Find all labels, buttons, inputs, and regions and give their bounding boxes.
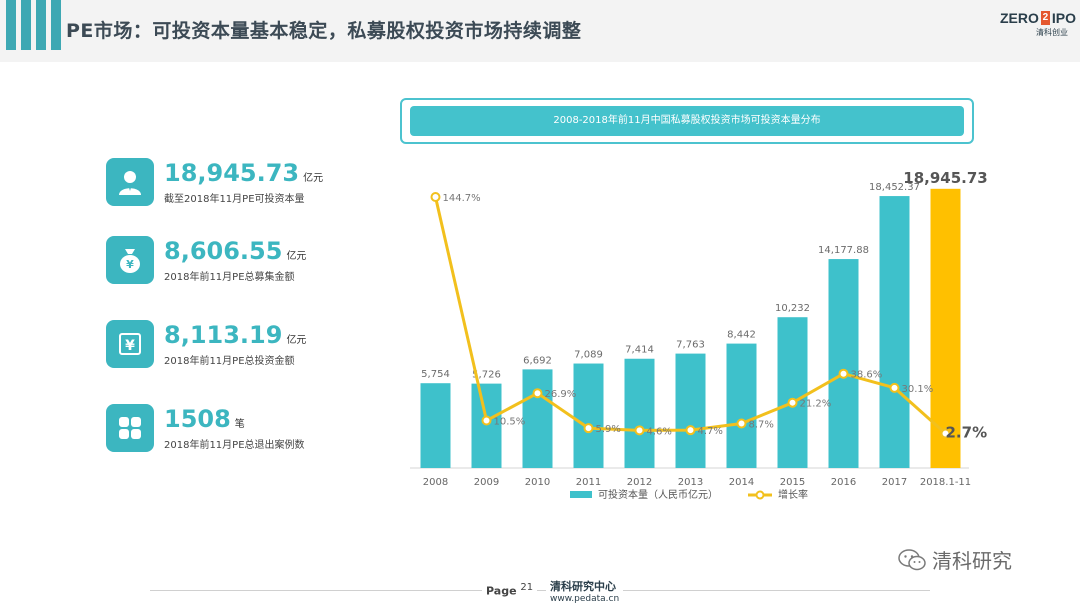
growth-rate-point xyxy=(940,428,951,439)
x-tick-label: 2016 xyxy=(831,477,856,488)
growth-rate-point xyxy=(481,415,492,426)
svg-text:¥: ¥ xyxy=(126,258,134,271)
bar xyxy=(828,259,859,468)
growth-rate-point xyxy=(787,397,798,408)
bar-value-label: 18,945.73 xyxy=(903,169,987,187)
legend-swatch-bar xyxy=(570,491,592,498)
growth-rate-label: 38.6% xyxy=(851,370,883,381)
kpi-desc: 2018年前11月PE总投资金额 xyxy=(164,356,295,367)
x-tick-label: 2017 xyxy=(882,477,907,488)
bar xyxy=(777,317,808,468)
growth-rate-label: 8.7% xyxy=(749,420,774,431)
watermark-text: 清科研究 xyxy=(932,549,1012,573)
bar-value-label: 14,177.88 xyxy=(818,245,869,256)
bar-value-label: 7,414 xyxy=(625,345,654,356)
footer: Page 21 清科研究中心 www.pedata.cn xyxy=(0,576,1080,608)
bar xyxy=(573,363,604,468)
kpi-desc: 2018年前11月PE总退出案例数 xyxy=(164,440,305,451)
footer-divider xyxy=(150,590,930,591)
growth-rate-point xyxy=(838,368,849,379)
footer-brand: 清科研究中心 www.pedata.cn xyxy=(546,578,624,604)
wechat-icon xyxy=(898,548,926,571)
growth-rate-point xyxy=(889,382,900,393)
bar xyxy=(726,343,757,468)
growth-rate-point xyxy=(532,388,543,399)
growth-rate-label: 21.2% xyxy=(800,399,832,410)
chart-title-box: 2008-2018年前11月中国私募股权投资市场可投资本量分布 xyxy=(400,98,974,144)
bar-value-label: 7,763 xyxy=(676,340,705,351)
page-number: Page 21 xyxy=(482,582,538,598)
legend-label-bar: 可投资本量（人民币亿元） xyxy=(598,488,718,501)
growth-rate-point xyxy=(583,423,594,434)
growth-rate-label: 2.7% xyxy=(946,424,988,442)
page-title: PE市场：可投资本量基本稳定，私募股权投资市场持续调整 xyxy=(66,20,582,42)
header-bar: PE市场：可投资本量基本稳定，私募股权投资市场持续调整 ZERO 2 IPO 清科创… xyxy=(0,0,1080,62)
kpi-unit: 笔 xyxy=(234,419,245,430)
growth-rate-label: 5.9% xyxy=(596,424,621,435)
kpi-investable-capital: 18,945.73 亿元 截至2018年11月PE可投资本量 xyxy=(106,158,366,208)
growth-rate-point xyxy=(430,192,441,202)
kpi-desc: 2018年前11月PE总募集金额 xyxy=(164,272,295,283)
zero2ipo-logo: ZERO 2 IPO 清科创业 xyxy=(1000,10,1076,37)
growth-rate-label: 10.5% xyxy=(494,417,526,428)
growth-rate-point xyxy=(685,425,696,436)
x-tick-label: 2011 xyxy=(576,477,601,488)
kpi-unit: 亿元 xyxy=(286,251,307,262)
kpi-exits: 1508 笔 2018年前11月PE总退出案例数 xyxy=(106,404,366,454)
kpi-unit: 亿元 xyxy=(303,173,324,184)
header-stripes xyxy=(0,0,61,50)
yuan-icon: ¥ xyxy=(106,320,154,368)
x-tick-label: 2014 xyxy=(729,477,754,488)
bar-value-label: 5,754 xyxy=(421,369,450,380)
wechat-watermark: 清科研究 xyxy=(898,545,1012,574)
kpi-unit: 亿元 xyxy=(286,335,307,346)
growth-rate-label: 4.7% xyxy=(698,426,723,437)
bar xyxy=(522,369,553,468)
growth-rate-label: 26.9% xyxy=(545,389,577,400)
growth-rate-point xyxy=(634,425,645,436)
user-icon xyxy=(106,158,154,206)
bar-value-label: 10,232 xyxy=(775,303,810,314)
bar-value-label: 7,089 xyxy=(574,350,603,361)
x-tick-label: 2013 xyxy=(678,477,703,488)
growth-rate-label: 4.6% xyxy=(647,426,672,437)
money-bag-icon: ¥ xyxy=(106,236,154,284)
bar-value-label: 6,692 xyxy=(523,355,552,366)
x-tick-label: 2010 xyxy=(525,477,550,488)
growth-rate-point xyxy=(736,418,747,429)
kpi-value: 8,113.19 xyxy=(164,321,283,349)
legend-label-line: 增长率 xyxy=(778,488,808,501)
bar xyxy=(675,353,706,468)
bar xyxy=(930,188,961,468)
bar-value-label: 18,452.37 xyxy=(869,182,920,193)
kpi-value: 1508 xyxy=(164,405,231,433)
growth-rate-label: 144.7% xyxy=(443,193,481,204)
svg-text:¥: ¥ xyxy=(125,338,135,354)
bar xyxy=(879,196,910,468)
bar xyxy=(471,383,502,468)
legend-swatch-marker xyxy=(755,490,765,500)
kpi-investment: ¥ 8,113.19 亿元 2018年前11月PE总投资金额 xyxy=(106,320,366,370)
bar xyxy=(420,383,451,468)
x-tick-label: 2015 xyxy=(780,477,805,488)
x-tick-label: 2018.1-11 xyxy=(920,477,971,488)
x-tick-label: 2012 xyxy=(627,477,652,488)
x-tick-label: 2008 xyxy=(423,477,448,488)
kpi-value: 8,606.55 xyxy=(164,237,283,265)
x-tick-label: 2009 xyxy=(474,477,499,488)
bar xyxy=(624,358,655,468)
chart-title: 2008-2018年前11月中国私募股权投资市场可投资本量分布 xyxy=(410,106,964,136)
growth-rate-label: 30.1% xyxy=(902,384,934,395)
bar-value-label: 8,442 xyxy=(727,330,756,341)
grid-icon xyxy=(106,404,154,452)
kpi-fundraising: ¥ 8,606.55 亿元 2018年前11月PE总募集金额 xyxy=(106,236,366,286)
bar-value-label: 5,726 xyxy=(472,370,501,381)
investable-capital-chart: 5,754 2008 5,726 2009 6,692 2010 7,089 2011 7,41… xyxy=(410,169,988,501)
kpi-desc: 截至2018年11月PE可投资本量 xyxy=(164,194,305,205)
kpi-value: 18,945.73 xyxy=(164,159,300,187)
